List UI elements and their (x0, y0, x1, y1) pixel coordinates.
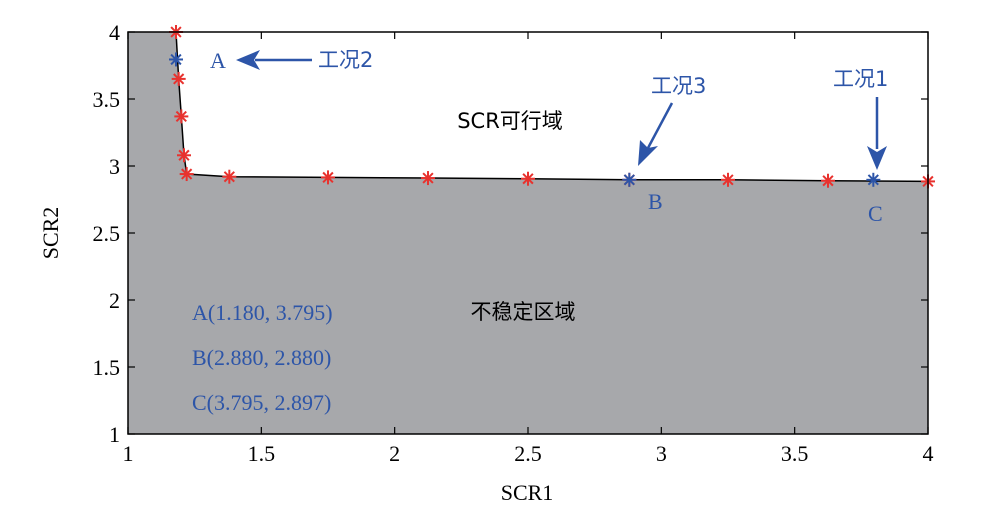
y-tick-label: 4 (109, 20, 120, 45)
point-label-c: C (868, 201, 883, 226)
x-tick-label: 3.5 (781, 441, 809, 466)
y-tick-label: 3.5 (93, 87, 121, 112)
y-tick-label: 1 (109, 422, 120, 447)
coord-annotation-a: A(1.180, 3.795) (192, 300, 333, 325)
plot-area (127, 25, 935, 435)
y-tick-label: 2 (109, 288, 120, 313)
x-tick-label: 1.5 (248, 441, 276, 466)
operating-point-c (866, 172, 881, 187)
unstable-region (128, 32, 928, 434)
operating-point-markers (169, 52, 881, 187)
boundary-point (721, 172, 735, 187)
boundary-line (175, 31, 929, 183)
coord-annotation-b: B(2.880, 2.880) (192, 345, 331, 370)
y-tick-label: 2.5 (93, 221, 121, 246)
point-label-b: B (648, 189, 663, 214)
x-tick-label: 4 (923, 441, 934, 466)
case-label-b: 工况3 (651, 74, 706, 98)
boundary-point (174, 109, 189, 124)
point-label-a: A (210, 48, 226, 73)
boundary-point (421, 171, 435, 186)
unstable-region-label: 不稳定区域 (471, 300, 576, 324)
boundary-point (179, 167, 194, 182)
case-label-a: 工况2 (318, 48, 373, 72)
x-tick-label: 3 (656, 441, 667, 466)
y-tick-labels: 1 1.5 2 2.5 3 3.5 4 (93, 20, 121, 447)
x-tick-label: 2 (389, 441, 400, 466)
annotation-arrows (236, 50, 887, 170)
boundary-point (521, 171, 535, 186)
feasible-region-label: SCR可行域 (457, 109, 563, 133)
arrow-a (236, 50, 312, 70)
axis-ticks (127, 31, 929, 435)
boundary-point (222, 169, 237, 184)
operating-point-a (169, 52, 183, 67)
arrow-c (867, 97, 887, 170)
y-axis-label: SCR2 (38, 207, 63, 260)
boundary-point (177, 148, 191, 163)
operating-point-b (622, 172, 637, 187)
y-tick-label: 1.5 (93, 355, 121, 380)
x-axis-label: SCR1 (501, 480, 554, 505)
x-tick-label: 2.5 (514, 441, 542, 466)
x-tick-labels: 1 1.5 2 2.5 3 3.5 4 (123, 441, 934, 466)
y-tick-label: 3 (109, 154, 120, 179)
boundary-point (171, 71, 186, 86)
case-label-c: 工况1 (833, 67, 888, 91)
boundary-point (821, 173, 835, 188)
x-tick-label: 1 (123, 441, 134, 466)
boundary-markers (169, 25, 935, 189)
coord-annotation-c: C(3.795, 2.897) (192, 390, 331, 415)
arrow-b (638, 102, 674, 166)
boundary-point (321, 170, 335, 185)
